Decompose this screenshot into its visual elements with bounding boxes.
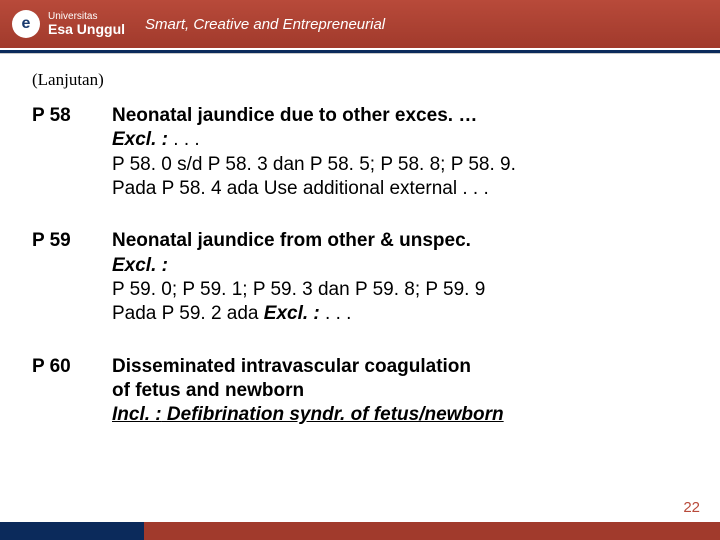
logo-icon: e <box>12 10 40 38</box>
excl-label: Excl. : <box>264 303 320 324</box>
description: Disseminated intravascular coagulation o… <box>112 355 688 428</box>
line4-post: . . . <box>320 303 352 324</box>
incl-rest: Defibrination syndr. of fetus/newborn <box>162 404 504 425</box>
excl-rest: . . . <box>168 129 200 150</box>
code: P 60 <box>32 355 112 428</box>
description: Neonatal jaundice from other & unspec. E… <box>112 229 688 326</box>
description: Neonatal jaundice due to other exces. … … <box>112 104 688 201</box>
excl-label: Excl. : <box>112 255 168 276</box>
tagline: Smart, Creative and Entrepreneurial <box>145 16 385 33</box>
item-excl-line: Excl. : <box>112 254 688 278</box>
footer-bar <box>0 522 720 540</box>
excl-label: Excl. : <box>112 129 168 150</box>
content-area: (Lanjutan) P 58 Neonatal jaundice due to… <box>0 54 720 443</box>
uni-big: Esa Unggul <box>48 22 125 37</box>
logo-text: Universitas Esa Unggul <box>48 11 125 37</box>
item-line: Pada P 59. 2 ada Excl. : . . . <box>112 302 688 326</box>
item-line: P 59. 0; P 59. 1; P 59. 3 dan P 59. 8; P… <box>112 278 688 302</box>
code-item: P 60 Disseminated intravascular coagulat… <box>32 355 688 428</box>
item-line: P 58. 0 s/d P 58. 3 dan P 58. 5; P 58. 8… <box>112 153 688 177</box>
item-title: Neonatal jaundice from other & unspec. <box>112 229 688 253</box>
code-item: P 59 Neonatal jaundice from other & unsp… <box>32 229 688 326</box>
code: P 58 <box>32 104 112 201</box>
incl-label: Incl. : <box>112 404 162 425</box>
item-excl-line: Excl. : . . . <box>112 128 688 152</box>
item-line: Pada P 58. 4 ada Use additional external… <box>112 177 688 201</box>
continuation-label: (Lanjutan) <box>32 70 688 90</box>
footer-red-segment <box>144 522 720 540</box>
slide-header: e Universitas Esa Unggul Smart, Creative… <box>0 0 720 48</box>
footer-blue-segment <box>0 522 144 540</box>
item-title: Disseminated intravascular coagulation <box>112 355 688 379</box>
item-incl-line: Incl. : Defibrination syndr. of fetus/ne… <box>112 403 688 427</box>
item-title: of fetus and newborn <box>112 379 688 403</box>
page-number: 22 <box>683 499 700 516</box>
code: P 59 <box>32 229 112 326</box>
item-title: Neonatal jaundice due to other exces. … <box>112 104 688 128</box>
line4-pre: Pada P 59. 2 ada <box>112 303 264 324</box>
logo-area: e Universitas Esa Unggul <box>12 10 125 38</box>
code-item: P 58 Neonatal jaundice due to other exce… <box>32 104 688 201</box>
logo-letter: e <box>22 15 31 33</box>
